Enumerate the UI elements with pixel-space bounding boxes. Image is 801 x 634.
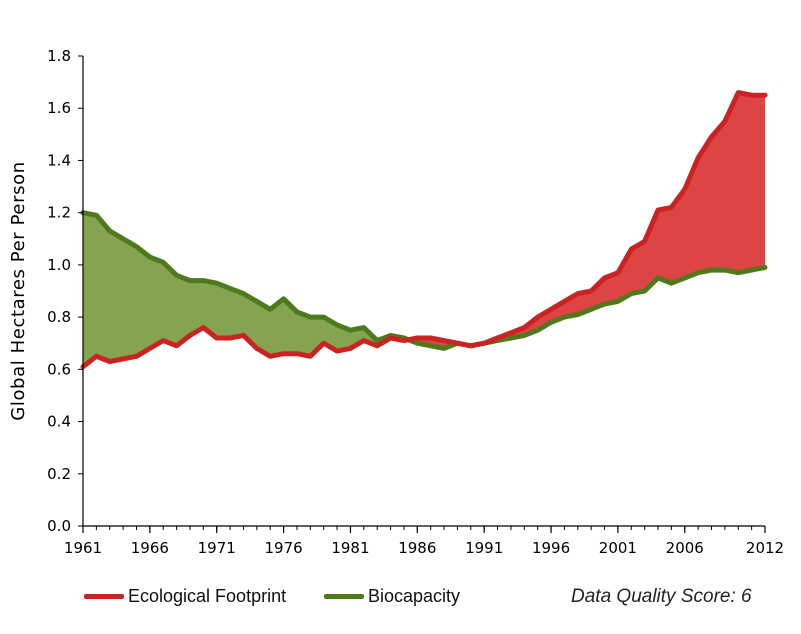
legend-label-biocapacity: Biocapacity [368,586,461,606]
biocapacity-line [80,210,768,351]
y-tick-label: 0.8 [47,308,71,326]
y-tick-label: 1.6 [47,99,71,117]
axes: 0.0 0.2 0.4 0.6 0.8 1.0 1.2 1.4 1.6 1.8 1961 1966 19… [47,47,784,557]
footprint-swatch [84,594,124,599]
x-tick-label: 1996 [532,539,570,557]
biocapacity-swatch [324,594,364,599]
x-tick-label: 2006 [666,539,704,557]
deficit-area-1 [408,92,765,349]
y-tick-label: 0.2 [47,465,71,483]
x-tick-label: 1991 [465,539,503,557]
legend-item-biocapacity: Biocapacity [324,586,460,607]
x-tick-label: 2001 [599,539,637,557]
y-tick-label: 0.4 [47,413,71,431]
gap-areas [83,92,765,367]
x-tick-label: 1986 [398,539,436,557]
y-tick-label: 0.6 [47,360,71,378]
x-tick-label: 1971 [198,539,236,557]
series-lines [80,90,768,370]
data-quality-score: Data Quality Score: 6 [571,586,752,607]
x-tick-label: 1961 [64,539,102,557]
y-tick-label: 1.2 [47,204,71,222]
x-tick-label: 1966 [131,539,169,557]
x-tick-label: 1981 [331,539,369,557]
ecological-footprint-line [80,90,768,370]
reserve-area-0 [83,212,409,367]
y-tick-label: 1.8 [47,47,71,65]
x-tick-label: 1976 [264,539,302,557]
legend-item-footprint: Ecological Footprint [84,586,286,607]
y-tick-label: 1.4 [47,151,71,169]
legend-label-footprint: Ecological Footprint [128,586,287,606]
y-tick-label: 1.0 [47,256,71,274]
y-axis-label: Global Hectares Per Person [8,161,29,420]
x-tick-label: 2012 [746,539,784,557]
y-tick-label: 0.0 [47,517,71,535]
